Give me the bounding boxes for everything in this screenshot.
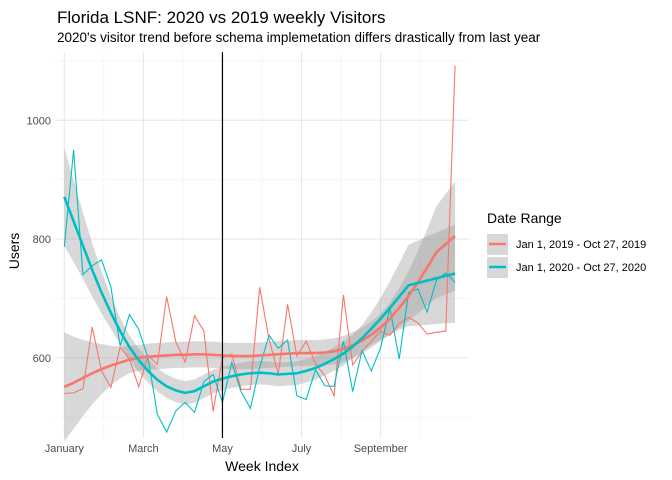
confidence-band-2 bbox=[64, 147, 456, 405]
y-axis-title: Users bbox=[6, 233, 22, 270]
y-tick-label: 1000 bbox=[27, 115, 51, 127]
legend-label: Jan 1, 2020 - Oct 27, 2020 bbox=[516, 262, 646, 274]
x-tick-label: May bbox=[212, 443, 233, 455]
smooth-line-1 bbox=[63, 235, 456, 389]
legend-title: Date Range bbox=[487, 210, 562, 226]
confidence-bands bbox=[64, 147, 456, 442]
smooth-lines bbox=[63, 196, 456, 395]
smooth-line-2 bbox=[63, 196, 456, 395]
x-axis-ticks: January March May July September bbox=[45, 443, 408, 455]
legend-label: Jan 1, 2019 - Oct 27, 2019 bbox=[516, 239, 646, 251]
chart-title: Florida LSNF: 2020 vs 2019 weekly Visito… bbox=[57, 8, 386, 27]
legend: Date Range Jan 1, 2019 - Oct 27, 2019 Jan… bbox=[487, 210, 646, 278]
x-tick-label: January bbox=[45, 443, 85, 455]
x-tick-label: September bbox=[354, 443, 408, 455]
y-tick-label: 800 bbox=[33, 234, 51, 246]
y-tick-label: 600 bbox=[33, 353, 51, 365]
x-tick-label: July bbox=[292, 443, 312, 455]
x-axis-title: Week Index bbox=[225, 458, 299, 474]
y-axis-ticks: 600 800 1000 bbox=[27, 115, 51, 365]
x-tick-label: March bbox=[128, 443, 159, 455]
chart-subtitle: 2020's visitor trend before schema imple… bbox=[57, 30, 541, 45]
